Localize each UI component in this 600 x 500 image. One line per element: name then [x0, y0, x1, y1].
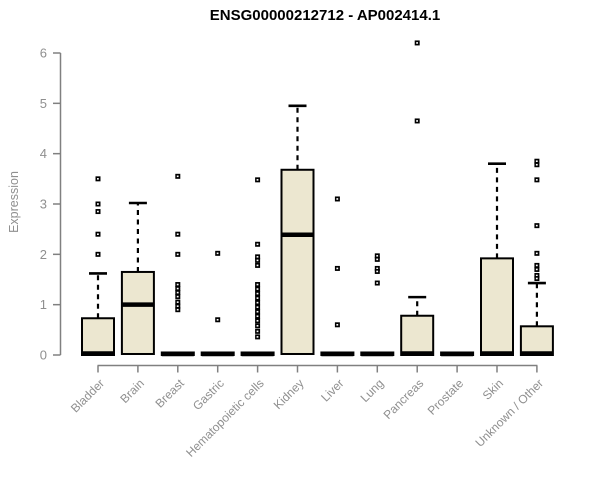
outlier-point-center	[535, 252, 538, 255]
outlier-point-center	[535, 264, 538, 267]
outlier-point-center	[256, 325, 259, 327]
y-tick-label: 3	[40, 197, 47, 212]
outlier-point-center	[416, 120, 418, 122]
chart-title: ENSG00000212712 - AP002414.1	[209, 7, 441, 24]
outlier-point-center	[376, 267, 379, 270]
y-tick-label: 0	[40, 348, 47, 363]
outlier-point-center	[256, 297, 259, 299]
outlier-point-center	[176, 175, 179, 178]
outlier-point-center	[256, 256, 259, 258]
outlier-point-center	[336, 267, 339, 270]
outlier-point-center	[97, 210, 99, 213]
outlier-point-center	[535, 224, 538, 227]
outlier-point-center	[176, 301, 179, 303]
outlier-point-center	[535, 163, 538, 166]
outlier-point-center	[256, 292, 259, 295]
y-tick-label: 2	[40, 247, 47, 262]
outlier-point-center	[256, 243, 259, 246]
outlier-point-center	[336, 198, 339, 200]
outlier-point-center	[535, 160, 538, 163]
x-tick-label: Brain	[117, 376, 147, 406]
outlier-point-center	[97, 178, 99, 180]
outlier-point-center	[176, 253, 179, 256]
outlier-point-center	[97, 253, 99, 256]
outlier-point-center	[176, 283, 179, 286]
box-brain	[120, 270, 155, 355]
outlier-point-center	[256, 264, 259, 267]
x-tick-label: Prostate	[425, 376, 467, 418]
outlier-point-center	[256, 301, 259, 304]
outlier-point-center	[176, 291, 179, 294]
x-tick-label: Breast	[152, 376, 187, 411]
outlier-point-center	[256, 330, 259, 333]
outlier-point-center	[256, 315, 259, 318]
x-tick-label: Bladder	[68, 376, 107, 415]
x-tick-label: Skin	[480, 376, 506, 402]
outlier-point-center	[256, 259, 259, 262]
outlier-point-center	[256, 336, 259, 338]
box-bladder	[81, 317, 115, 356]
outlier-point-center	[256, 283, 259, 286]
x-tick-label: Kidney	[271, 376, 307, 412]
outlier-point-center	[97, 233, 99, 235]
outlier-point-center	[256, 179, 259, 181]
outlier-point-center	[176, 233, 179, 235]
x-tick-label: Hematopoietic cells	[183, 376, 266, 459]
y-tick-label: 1	[40, 297, 47, 312]
x-tick-label: Lung	[358, 376, 387, 405]
outlier-point-center	[176, 287, 179, 290]
outlier-point-center	[535, 277, 538, 280]
box-skin	[480, 257, 514, 356]
x-tick-label: Pancreas	[381, 376, 427, 422]
outlier-point-center	[376, 270, 379, 273]
outlier-point-center	[97, 203, 99, 205]
outlier-point-center	[256, 288, 259, 290]
outlier-point-center	[416, 42, 418, 44]
outlier-point-center	[535, 268, 538, 271]
x-tick-label: Liver	[318, 376, 346, 404]
outlier-point-center	[176, 295, 179, 298]
y-tick-label: 4	[40, 146, 47, 161]
y-tick-label: 5	[40, 96, 47, 111]
outlier-point-center	[376, 255, 379, 257]
outlier-point-center	[216, 252, 219, 255]
outlier-point-center	[256, 319, 259, 322]
outlier-point-center	[256, 306, 259, 308]
box-kidney	[280, 168, 315, 355]
x-tick-label: Gastric	[190, 376, 227, 413]
outlier-point-center	[176, 308, 179, 311]
outlier-point-center	[216, 318, 219, 321]
outlier-point-center	[376, 282, 379, 284]
outlier-point-center	[336, 324, 339, 326]
box-pancreas	[400, 314, 435, 356]
outlier-point-center	[535, 274, 538, 277]
x-tick-label: Unknown / Other	[472, 376, 546, 450]
outlier-point-center	[535, 179, 538, 181]
outlier-point-center	[176, 305, 179, 307]
outlier-point-center	[376, 258, 379, 261]
y-tick-label: 6	[40, 46, 47, 61]
outlier-point-center	[256, 310, 259, 313]
box-unknown-other	[519, 325, 554, 356]
